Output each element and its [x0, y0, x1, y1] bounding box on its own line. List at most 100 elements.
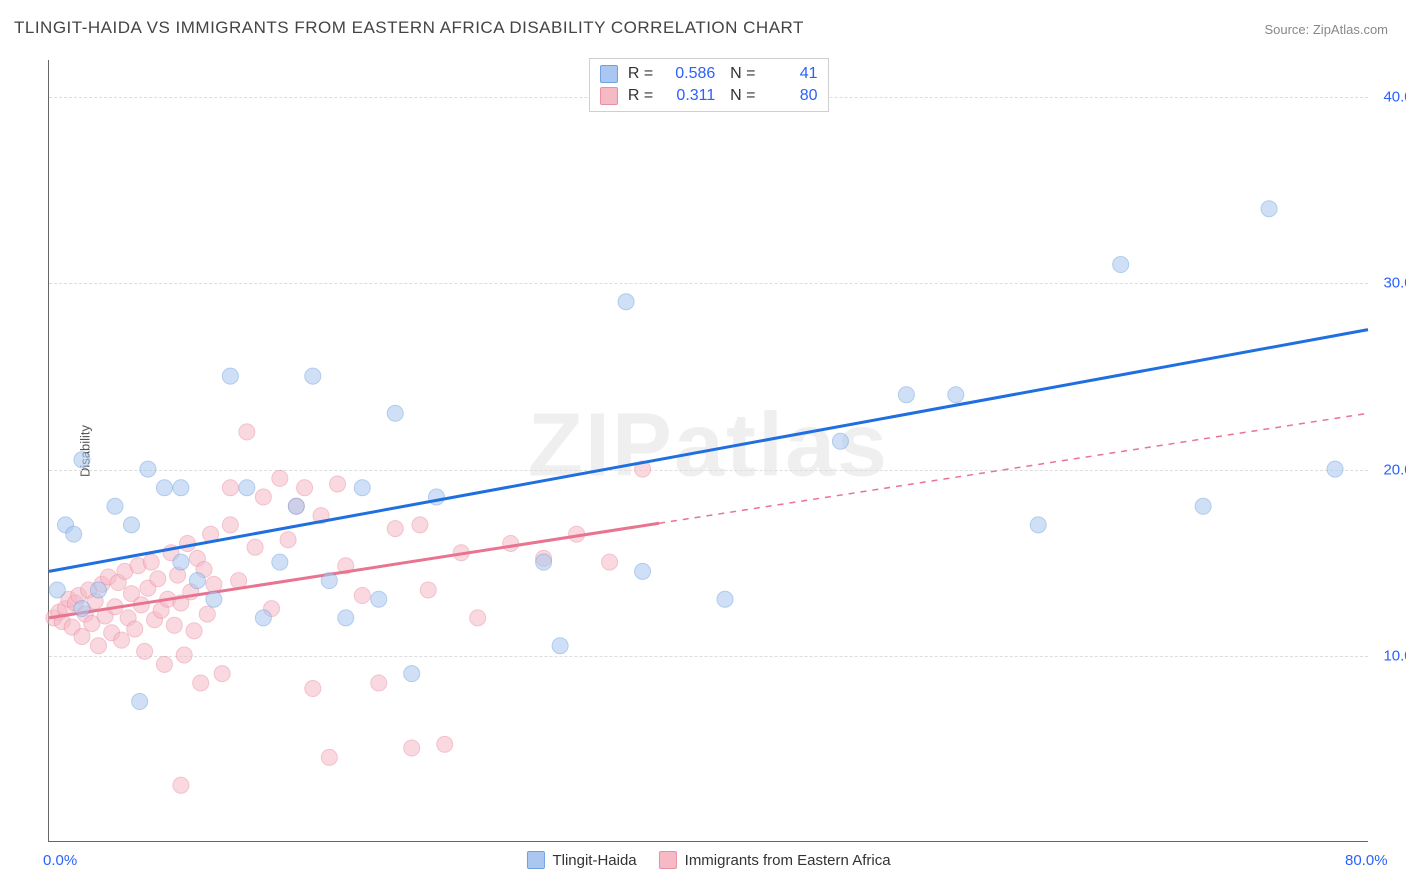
scatter-point-blue: [90, 582, 106, 598]
chart-svg: [49, 60, 1368, 841]
scatter-point-pink: [214, 666, 230, 682]
legend-series-item: Immigrants from Eastern Africa: [659, 851, 891, 869]
scatter-point-pink: [193, 675, 209, 691]
scatter-point-pink: [503, 535, 519, 551]
chart-title: TLINGIT-HAIDA VS IMMIGRANTS FROM EASTERN…: [14, 18, 804, 38]
scatter-point-pink: [127, 621, 143, 637]
scatter-point-blue: [948, 387, 964, 403]
y-tick-label: 20.0%: [1383, 461, 1406, 478]
scatter-point-pink: [412, 517, 428, 533]
legend-r-label: R =: [623, 87, 653, 105]
scatter-point-pink: [255, 489, 271, 505]
scatter-point-pink: [387, 521, 403, 537]
scatter-point-blue: [354, 480, 370, 496]
scatter-point-blue: [1261, 201, 1277, 217]
scatter-point-pink: [143, 554, 159, 570]
legend-swatch-blue: [526, 851, 544, 869]
scatter-point-blue: [717, 591, 733, 607]
scatter-point-blue: [272, 554, 288, 570]
scatter-point-pink: [222, 517, 238, 533]
scatter-point-pink: [371, 675, 387, 691]
scatter-point-pink: [137, 643, 153, 659]
scatter-point-blue: [1195, 498, 1211, 514]
scatter-point-pink: [186, 623, 202, 639]
scatter-point-blue: [552, 638, 568, 654]
plot-area: Disability ZIPatlas R =0.586 N =41 R =0.…: [48, 60, 1368, 842]
scatter-point-blue: [173, 480, 189, 496]
scatter-point-blue: [1113, 257, 1129, 273]
scatter-point-blue: [1327, 461, 1343, 477]
scatter-point-blue: [74, 452, 90, 468]
y-tick-label: 10.0%: [1383, 647, 1406, 664]
scatter-point-blue: [49, 582, 65, 598]
scatter-point-pink: [239, 424, 255, 440]
scatter-point-blue: [156, 480, 172, 496]
scatter-point-blue: [123, 517, 139, 533]
scatter-point-pink: [247, 539, 263, 555]
scatter-point-blue: [371, 591, 387, 607]
scatter-point-pink: [156, 656, 172, 672]
scatter-point-pink: [90, 638, 106, 654]
scatter-point-pink: [176, 647, 192, 663]
scatter-point-pink: [470, 610, 486, 626]
legend-swatch-pink: [659, 851, 677, 869]
scatter-point-pink: [166, 617, 182, 633]
scatter-point-pink: [297, 480, 313, 496]
scatter-point-blue: [305, 368, 321, 384]
scatter-point-blue: [832, 433, 848, 449]
scatter-point-blue: [206, 591, 222, 607]
legend-swatch-blue: [599, 65, 617, 83]
scatter-point-pink: [330, 476, 346, 492]
scatter-point-blue: [66, 526, 82, 542]
scatter-point-blue: [132, 694, 148, 710]
regression-line-blue: [49, 330, 1368, 572]
legend-stats: R = 0.586 N = 41 R = 0.311 N = 80: [588, 58, 828, 112]
legend-r-value: 0.311: [659, 87, 715, 105]
scatter-point-pink: [150, 571, 166, 587]
scatter-point-pink: [404, 740, 420, 756]
scatter-point-blue: [321, 573, 337, 589]
scatter-point-blue: [173, 554, 189, 570]
scatter-point-blue: [1030, 517, 1046, 533]
scatter-point-blue: [107, 498, 123, 514]
legend-n-value: 80: [762, 87, 818, 105]
scatter-point-pink: [321, 749, 337, 765]
scatter-point-pink: [420, 582, 436, 598]
legend-stats-row: R = 0.586 N = 41: [599, 63, 817, 85]
scatter-point-blue: [239, 480, 255, 496]
scatter-point-pink: [272, 470, 288, 486]
scatter-point-pink: [74, 628, 90, 644]
scatter-point-pink: [602, 554, 618, 570]
legend-r-label: R =: [623, 65, 653, 83]
scatter-point-blue: [140, 461, 156, 477]
scatter-point-pink: [199, 606, 215, 622]
scatter-point-blue: [404, 666, 420, 682]
y-tick-label: 40.0%: [1383, 89, 1406, 106]
scatter-point-blue: [618, 294, 634, 310]
source-attribution: Source: ZipAtlas.com: [1264, 22, 1388, 37]
scatter-point-blue: [338, 610, 354, 626]
scatter-point-pink: [114, 632, 130, 648]
scatter-point-blue: [536, 554, 552, 570]
scatter-point-pink: [437, 736, 453, 752]
legend-n-label: N =: [721, 87, 755, 105]
scatter-point-blue: [898, 387, 914, 403]
scatter-point-blue: [222, 368, 238, 384]
legend-series-label: Tlingit-Haida: [552, 852, 636, 869]
scatter-point-blue: [387, 405, 403, 421]
regression-line-pink-dashed: [659, 413, 1368, 523]
legend-n-label: N =: [721, 65, 755, 83]
legend-series-item: Tlingit-Haida: [526, 851, 636, 869]
legend-series: Tlingit-Haida Immigrants from Eastern Afr…: [526, 851, 890, 869]
legend-n-value: 41: [762, 65, 818, 83]
scatter-point-pink: [280, 532, 296, 548]
scatter-point-pink: [354, 588, 370, 604]
legend-r-value: 0.586: [659, 65, 715, 83]
legend-stats-row: R = 0.311 N = 80: [599, 85, 817, 107]
legend-series-label: Immigrants from Eastern Africa: [685, 852, 891, 869]
scatter-point-blue: [74, 601, 90, 617]
scatter-point-blue: [255, 610, 271, 626]
scatter-point-blue: [635, 563, 651, 579]
scatter-point-pink: [222, 480, 238, 496]
scatter-point-pink: [173, 777, 189, 793]
